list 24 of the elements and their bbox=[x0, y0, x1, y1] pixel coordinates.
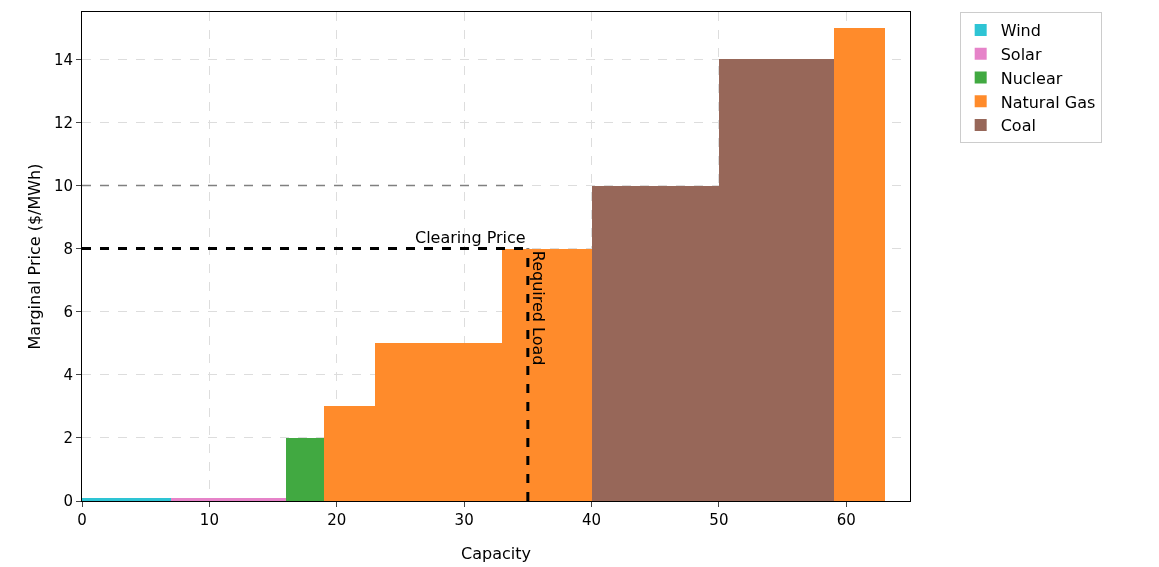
x-tick-label: 0 bbox=[77, 511, 87, 529]
y-tick-label: 14 bbox=[53, 50, 73, 69]
legend-label: Wind bbox=[1000, 21, 1041, 41]
legend-label: Solar bbox=[1000, 44, 1042, 64]
legend-label: Nuclear bbox=[1000, 68, 1063, 88]
legend-label: Coal bbox=[1000, 116, 1036, 136]
y-tick-label: 2 bbox=[63, 429, 73, 448]
y-tick-label: 12 bbox=[53, 113, 73, 132]
y-tick-label: 8 bbox=[63, 239, 73, 258]
x-tick-label: 50 bbox=[709, 511, 729, 529]
x-tick-label: 40 bbox=[581, 511, 602, 529]
x-tick-label: 10 bbox=[199, 511, 219, 529]
y-tick-label: 4 bbox=[63, 366, 73, 385]
y-tick-label: 10 bbox=[53, 176, 73, 195]
legend-label: Natural Gas bbox=[1000, 92, 1096, 112]
x-axis-title: Capacity bbox=[461, 544, 531, 563]
x-tick-label: 20 bbox=[327, 511, 347, 529]
y-tick-label: 0 bbox=[63, 492, 73, 511]
x-tick-label: 60 bbox=[836, 511, 856, 529]
y-tick-label: 6 bbox=[63, 302, 73, 321]
x-tick-label: 30 bbox=[454, 511, 474, 529]
ref-line-label: Clearing Price bbox=[415, 228, 526, 247]
ref-line-label: Required Load bbox=[529, 250, 549, 366]
y-axis-title: Marginal Price ($/MWh) bbox=[25, 163, 44, 350]
